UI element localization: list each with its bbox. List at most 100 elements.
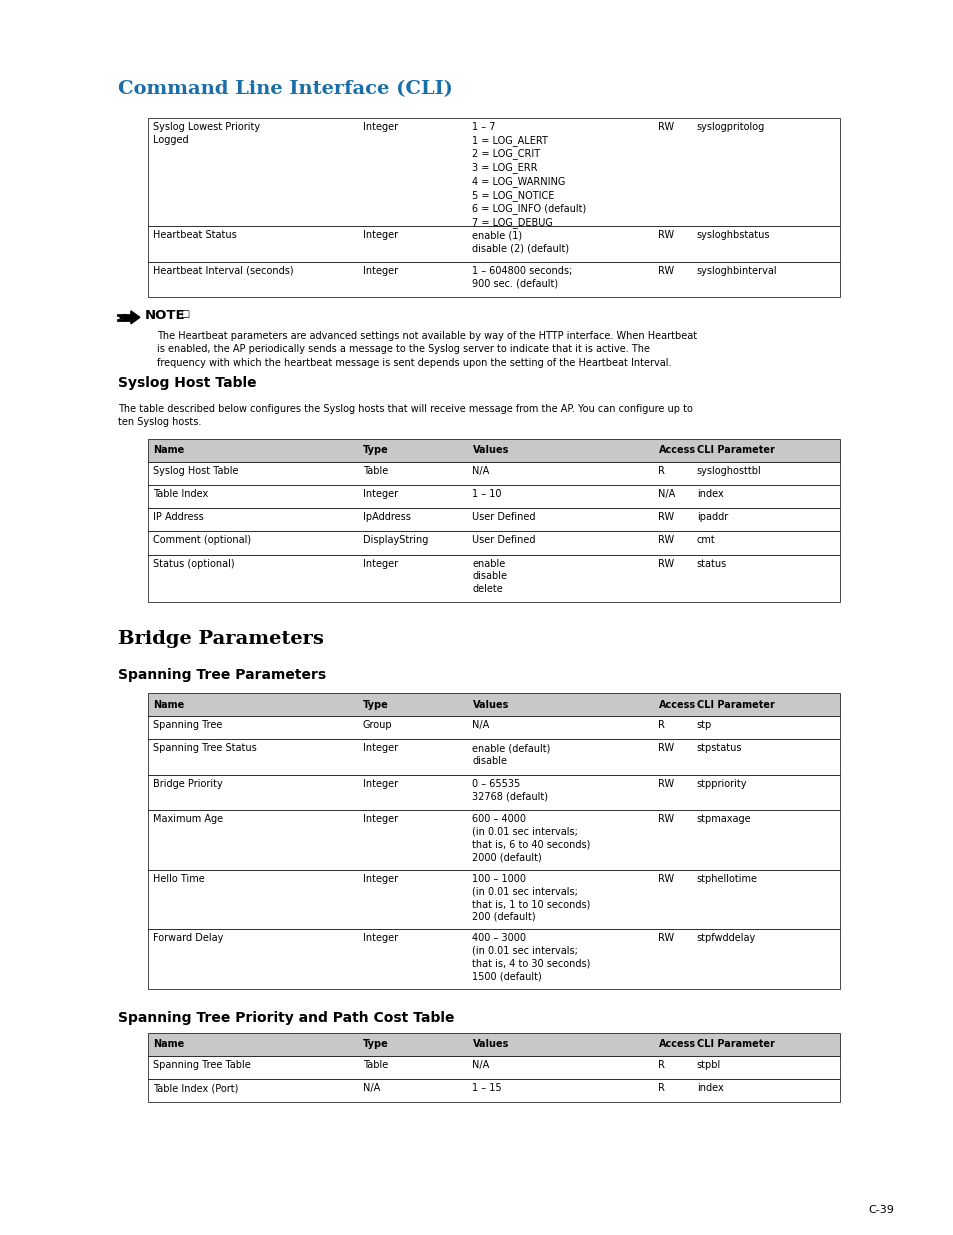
- Text: Group: Group: [362, 720, 392, 730]
- Bar: [148, 740, 839, 774]
- Text: Status (optional): Status (optional): [152, 558, 234, 568]
- Text: Syslog Host Table: Syslog Host Table: [152, 466, 238, 475]
- Text: 600 – 4000
(in 0.01 sec intervals;
that is, 6 to 40 seconds)
2000 (default): 600 – 4000 (in 0.01 sec intervals; that …: [472, 814, 590, 862]
- Text: Command Line Interface (CLI): Command Line Interface (CLI): [118, 80, 453, 98]
- Text: RW: RW: [658, 230, 674, 241]
- Text: index: index: [696, 489, 722, 499]
- Text: Name: Name: [152, 446, 184, 456]
- Bar: [148, 438, 839, 462]
- Bar: [148, 485, 839, 509]
- Text: Type: Type: [362, 446, 388, 456]
- Text: RW: RW: [658, 266, 674, 275]
- Bar: [148, 1056, 839, 1079]
- Text: NOTE: NOTE: [145, 309, 185, 322]
- Text: 0 – 65535
32768 (default): 0 – 65535 32768 (default): [472, 778, 548, 802]
- Text: RW: RW: [658, 536, 674, 546]
- Text: status: status: [696, 558, 726, 568]
- Text: Values: Values: [472, 446, 508, 456]
- Text: C-39: C-39: [867, 1205, 893, 1215]
- Text: Integer: Integer: [362, 230, 397, 241]
- Text: RW: RW: [658, 873, 674, 883]
- Text: ipaddr: ipaddr: [696, 513, 727, 522]
- Text: Forward Delay: Forward Delay: [152, 934, 223, 944]
- Bar: [148, 509, 839, 531]
- Text: 1 – 7
1 = LOG_ALERT
2 = LOG_CRIT
3 = LOG_ERR
4 = LOG_WARNING
5 = LOG_NOTICE
6 = : 1 – 7 1 = LOG_ALERT 2 = LOG_CRIT 3 = LOG…: [472, 122, 586, 228]
- Text: 1 – 10: 1 – 10: [472, 489, 501, 499]
- Polygon shape: [131, 311, 140, 324]
- Bar: [148, 716, 839, 740]
- Text: RW: RW: [658, 513, 674, 522]
- Text: N/A: N/A: [472, 466, 489, 475]
- Text: syslogpritolog: syslogpritolog: [696, 122, 764, 132]
- Text: Heartbeat Interval (seconds): Heartbeat Interval (seconds): [152, 266, 294, 275]
- Text: N/A: N/A: [472, 1060, 489, 1070]
- Text: The table described below configures the Syslog hosts that will receive message : The table described below configures the…: [118, 404, 692, 427]
- Bar: [148, 929, 839, 989]
- Text: Type: Type: [362, 700, 388, 710]
- Text: Access: Access: [658, 700, 695, 710]
- Text: Name: Name: [152, 700, 184, 710]
- Bar: [148, 1079, 839, 1103]
- Text: Type: Type: [362, 1040, 388, 1050]
- Text: cmt: cmt: [696, 536, 715, 546]
- Text: sysloghosttbl: sysloghosttbl: [696, 466, 760, 475]
- Text: Values: Values: [472, 1040, 508, 1050]
- Text: N/A: N/A: [472, 720, 489, 730]
- Text: stppriority: stppriority: [696, 778, 746, 789]
- Text: RW: RW: [658, 934, 674, 944]
- Text: RW: RW: [658, 778, 674, 789]
- Text: Integer: Integer: [362, 266, 397, 275]
- Text: DisplayString: DisplayString: [362, 536, 428, 546]
- Text: Table Index (Port): Table Index (Port): [152, 1083, 238, 1093]
- Text: IP Address: IP Address: [152, 513, 203, 522]
- Text: CLI Parameter: CLI Parameter: [696, 446, 774, 456]
- Text: Table: Table: [362, 1060, 388, 1070]
- Text: R: R: [658, 466, 664, 475]
- Bar: [148, 262, 839, 296]
- Text: RW: RW: [658, 122, 674, 132]
- Text: Integer: Integer: [362, 122, 397, 132]
- Text: Name: Name: [152, 1040, 184, 1050]
- Text: Hello Time: Hello Time: [152, 873, 204, 883]
- Text: IpAddress: IpAddress: [362, 513, 410, 522]
- Text: Access: Access: [658, 446, 695, 456]
- Text: sysloghbstatus: sysloghbstatus: [696, 230, 769, 241]
- Text: Table: Table: [362, 466, 388, 475]
- Text: Bridge Parameters: Bridge Parameters: [118, 630, 323, 648]
- Bar: [148, 693, 839, 716]
- Text: 1 – 15: 1 – 15: [472, 1083, 501, 1093]
- Bar: [148, 462, 839, 485]
- Text: Integer: Integer: [362, 934, 397, 944]
- Text: stphellotime: stphellotime: [696, 873, 757, 883]
- Text: Bridge Priority: Bridge Priority: [152, 778, 222, 789]
- Text: Integer: Integer: [362, 873, 397, 883]
- Bar: [148, 810, 839, 869]
- Text: CLI Parameter: CLI Parameter: [696, 1040, 774, 1050]
- Text: Integer: Integer: [362, 814, 397, 824]
- Text: stp: stp: [696, 720, 711, 730]
- Text: Syslog Lowest Priority
Logged: Syslog Lowest Priority Logged: [152, 122, 260, 144]
- Text: R: R: [658, 1060, 664, 1070]
- Bar: [148, 226, 839, 262]
- Text: Maximum Age: Maximum Age: [152, 814, 223, 824]
- Text: N/A: N/A: [658, 489, 675, 499]
- Text: □: □: [180, 309, 189, 319]
- Bar: [148, 869, 839, 929]
- Text: Syslog Host Table: Syslog Host Table: [118, 375, 256, 390]
- Text: CLI Parameter: CLI Parameter: [696, 700, 774, 710]
- Bar: [148, 1032, 839, 1056]
- Text: 100 – 1000
(in 0.01 sec intervals;
that is, 1 to 10 seconds)
200 (default): 100 – 1000 (in 0.01 sec intervals; that …: [472, 873, 590, 923]
- Text: R: R: [658, 720, 664, 730]
- Bar: [148, 555, 839, 601]
- Text: Spanning Tree Parameters: Spanning Tree Parameters: [118, 668, 326, 682]
- Text: stpbl: stpbl: [696, 1060, 720, 1070]
- Text: Table Index: Table Index: [152, 489, 208, 499]
- Text: Spanning Tree Priority and Path Cost Table: Spanning Tree Priority and Path Cost Tab…: [118, 1010, 454, 1025]
- Text: Integer: Integer: [362, 558, 397, 568]
- Text: RW: RW: [658, 558, 674, 568]
- Text: Integer: Integer: [362, 489, 397, 499]
- Bar: [148, 531, 839, 555]
- Text: Spanning Tree: Spanning Tree: [152, 720, 222, 730]
- Text: 400 – 3000
(in 0.01 sec intervals;
that is, 4 to 30 seconds)
1500 (default): 400 – 3000 (in 0.01 sec intervals; that …: [472, 934, 590, 982]
- Text: Values: Values: [472, 700, 508, 710]
